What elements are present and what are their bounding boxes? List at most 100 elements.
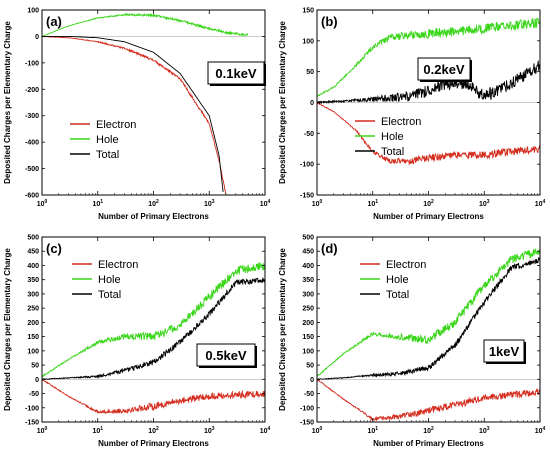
y-tick-label: 200 <box>27 320 39 327</box>
y-tick-label: -150 <box>300 420 314 427</box>
legend-label-electron: Electron <box>98 259 138 271</box>
x-axis-label: Number of Primary Electrons <box>98 212 209 221</box>
panel-label: (b) <box>321 14 338 29</box>
y-tick-label: -100 <box>25 405 39 412</box>
x-tick-label: 101 <box>92 426 103 435</box>
series-line-electron <box>42 35 227 195</box>
x-tick-label: 100 <box>37 199 48 208</box>
series-line-total <box>42 35 224 192</box>
y-axis-label: Deposited Charges per Elementary Charge <box>278 248 287 411</box>
legend-label-hole: Hole <box>98 274 121 286</box>
legend-label-hole: Hole <box>386 274 409 286</box>
y-tick-label: 500 <box>27 235 39 242</box>
x-tick-label: 103 <box>479 199 490 208</box>
y-tick-label: 450 <box>302 249 314 256</box>
series-line-electron <box>317 101 540 166</box>
energy-label: 0.1keV <box>215 66 257 81</box>
y-tick-label: 100 <box>27 8 39 15</box>
chart-panel-3: 500450400350300250200150100500-50-100-15… <box>278 235 546 449</box>
panel-label: (c) <box>46 241 62 256</box>
series-group <box>317 17 540 166</box>
series-line-total <box>317 60 540 105</box>
y-axis-label: Deposited Charges per Elementary Charge <box>278 21 287 184</box>
legend-label-electron: Electron <box>386 259 426 271</box>
energy-label: 0.5keV <box>205 348 247 363</box>
y-tick-label: 500 <box>302 235 314 242</box>
y-tick-label: -400 <box>25 140 39 147</box>
legend-label-hole: Hole <box>381 131 404 143</box>
legend-label-total: Total <box>386 289 409 301</box>
series-group <box>42 12 249 195</box>
x-tick-label: 100 <box>312 199 323 208</box>
y-tick-label: 350 <box>302 277 314 284</box>
series-group <box>317 248 540 422</box>
y-tick-label: 0 <box>310 100 314 107</box>
energy-label: 0.2keV <box>423 62 465 77</box>
y-tick-label: -50 <box>304 131 314 138</box>
y-tick-label: 150 <box>27 334 39 341</box>
y-tick-label: 50 <box>306 363 314 370</box>
y-tick-label: -500 <box>25 166 39 173</box>
panel-label: (d) <box>321 241 338 256</box>
y-tick-label: 400 <box>302 263 314 270</box>
series-line-electron <box>317 379 540 422</box>
legend-label-electron: Electron <box>381 116 421 128</box>
x-tick-label: 103 <box>479 426 490 435</box>
y-tick-label: 100 <box>302 348 314 355</box>
y-tick-label: 50 <box>31 363 39 370</box>
x-axis-label: Number of Primary Electrons <box>373 212 484 221</box>
y-tick-label: 150 <box>302 334 314 341</box>
y-tick-label: 100 <box>302 38 314 45</box>
y-tick-label: -50 <box>29 391 39 398</box>
y-tick-label: -600 <box>25 193 39 200</box>
series-line-hole <box>317 17 540 97</box>
y-tick-label: 50 <box>306 69 314 76</box>
chart-panel-2: 500450400350300250200150100500-50-100-15… <box>3 235 271 449</box>
y-tick-label: -300 <box>25 113 39 120</box>
energy-label-box <box>417 57 471 81</box>
y-tick-label: -100 <box>300 405 314 412</box>
x-tick-label: 103 <box>204 199 215 208</box>
panel-label: (a) <box>46 14 62 29</box>
x-tick-label: 100 <box>37 426 48 435</box>
y-tick-label: 350 <box>27 277 39 284</box>
x-tick-label: 100 <box>312 426 323 435</box>
legend-label-total: Total <box>381 146 404 158</box>
x-axis-label: Number of Primary Electrons <box>373 439 484 448</box>
x-tick-label: 101 <box>367 426 378 435</box>
y-tick-label: -200 <box>25 87 39 94</box>
y-tick-label: -50 <box>304 391 314 398</box>
energy-label: 1keV <box>489 344 520 359</box>
x-tick-label: 101 <box>92 199 103 208</box>
x-axis-label: Number of Primary Electrons <box>98 439 209 448</box>
x-tick-label: 102 <box>423 426 434 435</box>
x-tick-label: 104 <box>535 426 546 435</box>
y-tick-label: 400 <box>27 263 39 270</box>
energy-label-box <box>196 343 256 367</box>
x-tick-label: 101 <box>367 199 378 208</box>
x-tick-label: 103 <box>204 426 215 435</box>
y-tick-label: -150 <box>300 193 314 200</box>
legend-label-total: Total <box>96 149 119 161</box>
y-axis-label: Deposited Charges per Elementary Charge <box>3 248 12 411</box>
series-line-hole <box>42 12 249 37</box>
y-tick-label: 100 <box>27 348 39 355</box>
x-tick-label: 102 <box>423 199 434 208</box>
series-line-hole <box>42 262 265 378</box>
x-tick-label: 104 <box>260 426 271 435</box>
legend-label-hole: Hole <box>96 134 119 146</box>
series-line-total <box>42 277 265 381</box>
series-line-hole <box>317 248 540 377</box>
y-tick-label: 150 <box>302 8 314 15</box>
y-tick-label: 300 <box>302 291 314 298</box>
x-tick-label: 104 <box>260 199 271 208</box>
y-tick-label: 250 <box>27 306 39 313</box>
y-tick-label: 450 <box>27 249 39 256</box>
series-line-total <box>317 257 540 381</box>
legend-label-total: Total <box>98 289 121 301</box>
y-tick-label: -100 <box>300 162 314 169</box>
x-tick-label: 104 <box>535 199 546 208</box>
